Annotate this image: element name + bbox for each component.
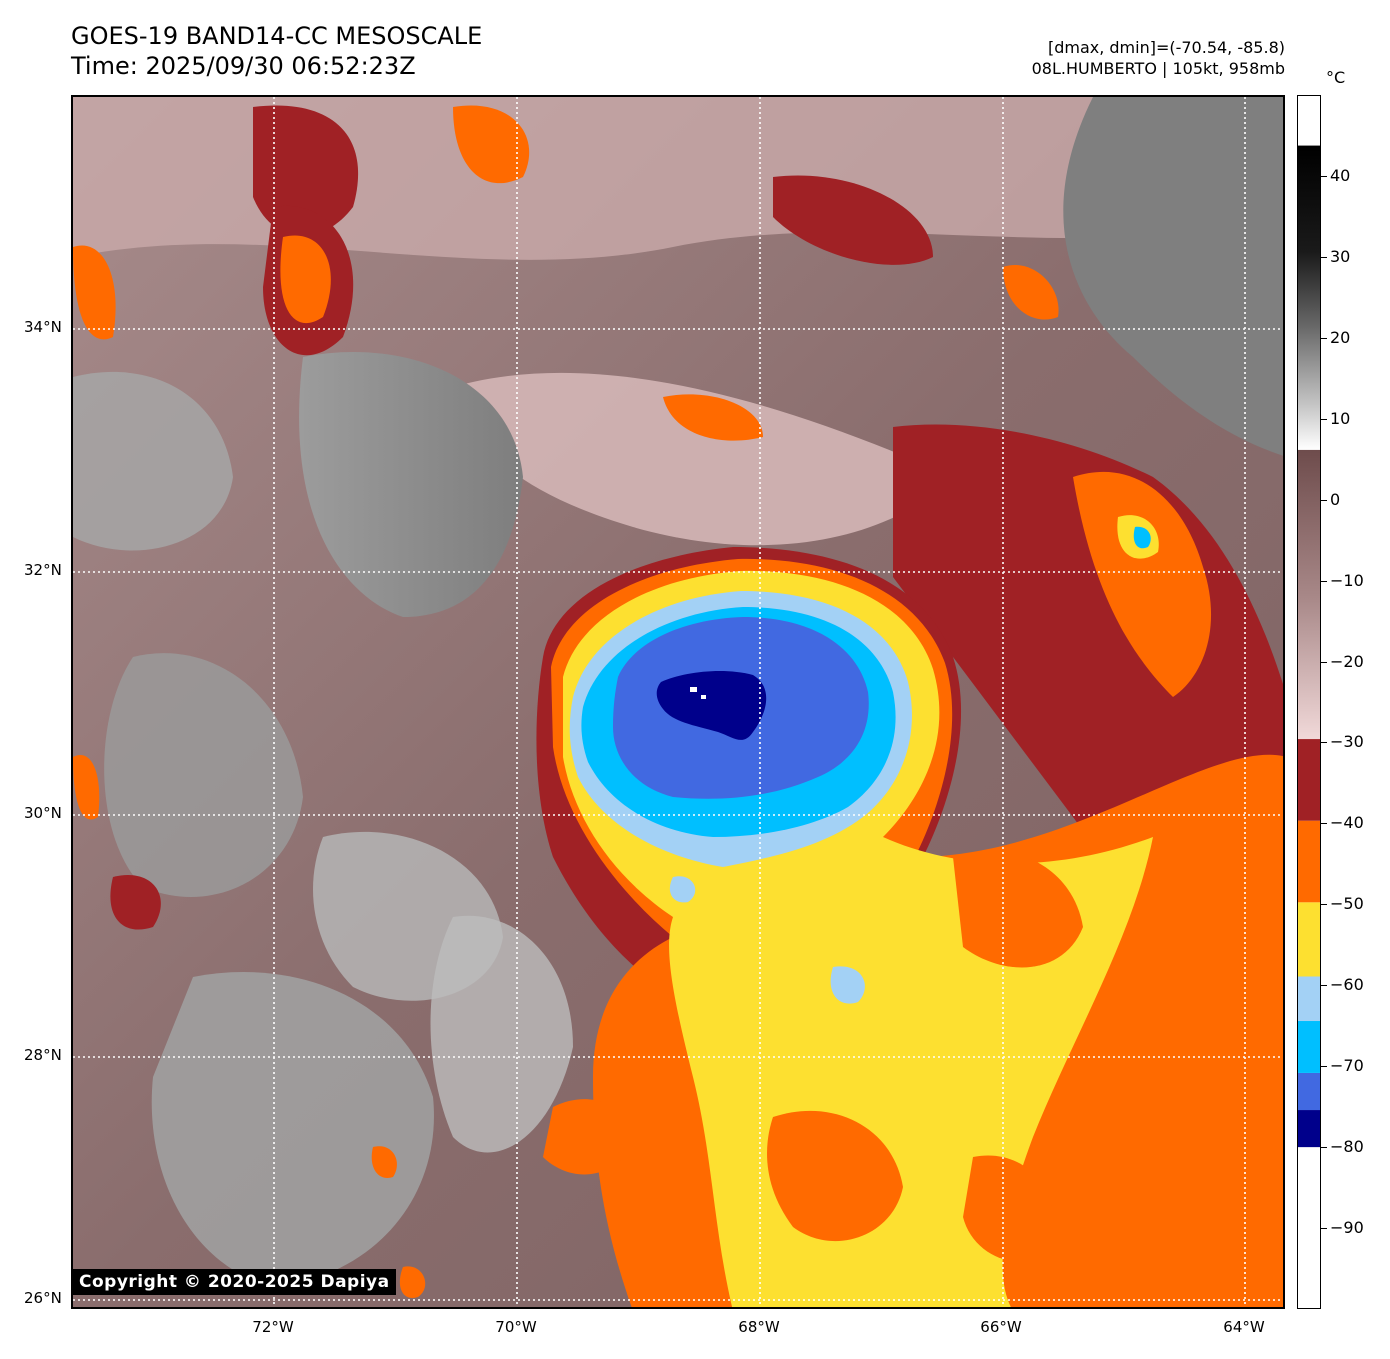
colorbar-tick <box>1321 1147 1327 1149</box>
colorbar-tick-label: −60 <box>1330 975 1364 995</box>
colorbar-segment <box>1298 1147 1320 1259</box>
colorbar-tick-label: −90 <box>1330 1218 1364 1238</box>
colorbar-tick <box>1321 499 1327 501</box>
cloud-top-navy-core <box>656 671 767 740</box>
colorbar-tick-label: −70 <box>1330 1056 1364 1076</box>
dmax-dmin-text: [dmax, dmin]=(-70.54, -85.8) <box>1047 38 1285 57</box>
colorbar-tick-label: −20 <box>1330 651 1364 671</box>
lon-label-72w: 72°W <box>252 1318 294 1336</box>
title-line-1: GOES-19 BAND14-CC MESOSCALE <box>71 22 483 50</box>
colorbar-tick <box>1321 337 1327 339</box>
lat-label-26n: 26°N <box>24 1289 62 1307</box>
colorbar-tick <box>1321 742 1327 744</box>
colorbar-segment <box>1298 1110 1320 1148</box>
gray-region-ne <box>1063 97 1283 456</box>
colorbar-segment <box>1298 902 1320 977</box>
lat-label-32n: 32°N <box>24 561 62 579</box>
colorbar-tick-label: 40 <box>1330 165 1351 185</box>
colorbar-tick-label: −40 <box>1330 813 1364 833</box>
colorbar-tick <box>1321 580 1327 582</box>
lat-label-30n: 30°N <box>24 804 62 822</box>
lat-label-28n: 28°N <box>24 1046 62 1064</box>
colorbar-segment <box>1298 976 1320 1022</box>
temperature-colorbar <box>1297 95 1321 1309</box>
colorbar-tick-label: −80 <box>1330 1137 1364 1157</box>
lat-lon-grid <box>73 97 1283 1307</box>
lon-label-68w: 68°W <box>738 1318 780 1336</box>
colorbar-tick <box>1321 661 1327 663</box>
colorbar-tick-label: 20 <box>1330 327 1351 347</box>
colorbar-segment <box>1298 820 1320 903</box>
colorbar-tick-label: −50 <box>1330 894 1364 914</box>
colorbar-tick <box>1321 1066 1327 1068</box>
colorbar-tick-label: 0 <box>1330 489 1341 509</box>
colorbar-segment <box>1298 1072 1320 1111</box>
colorbar-tick <box>1321 256 1327 258</box>
colorbar-tick-label: −10 <box>1330 570 1364 590</box>
lat-label-34n: 34°N <box>24 318 62 336</box>
lon-label-64w: 64°W <box>1223 1318 1265 1336</box>
colorbar-tick-label: 30 <box>1330 246 1351 266</box>
colorbar-segment <box>1298 739 1320 821</box>
colorbar-tick <box>1321 904 1327 906</box>
lon-label-66w: 66°W <box>980 1318 1022 1336</box>
colorbar-segment <box>1298 1021 1320 1073</box>
colorbar-unit: °C <box>1326 68 1346 87</box>
colorbar-tick <box>1321 418 1327 420</box>
colorbar-tick <box>1321 823 1327 825</box>
copyright-label: Copyright © 2020-2025 Dapiya <box>73 1269 396 1295</box>
satellite-map: Copyright © 2020-2025 Dapiya <box>71 95 1285 1309</box>
storm-info-text: 08L.HUMBERTO | 105kt, 958mb <box>1031 59 1285 78</box>
title-line-2: Time: 2025/09/30 06:52:23Z <box>71 52 416 80</box>
lon-label-70w: 70°W <box>495 1318 537 1336</box>
infrared-imagery <box>73 97 1283 1307</box>
colorbar-tick <box>1321 985 1327 987</box>
gray-region-center-west <box>299 352 523 617</box>
colorbar-tick-label: 10 <box>1330 408 1351 428</box>
colorbar-tick <box>1321 175 1327 177</box>
colorbar-tick <box>1321 1228 1327 1230</box>
colorbar-tick-label: −30 <box>1330 732 1364 752</box>
